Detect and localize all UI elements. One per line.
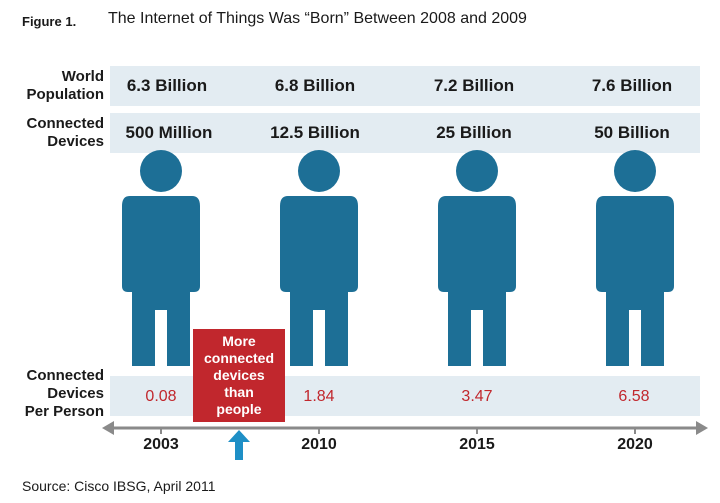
figure-label: Figure 1. <box>22 14 77 29</box>
devices-per-person-label: Connected Devices Per Person <box>24 367 104 420</box>
per-person-2010: 1.84 <box>303 388 335 405</box>
up-arrow-icon <box>228 430 250 460</box>
per-person-2020: 6.58 <box>618 388 650 405</box>
more-devices-than-people-callout: More connected devices than people <box>193 329 285 422</box>
population-2010: 6.8 Billion <box>274 76 356 95</box>
person-icon <box>280 150 358 366</box>
population-band <box>110 66 700 106</box>
year-2020: 2020 <box>617 436 653 453</box>
timeline-arrow <box>102 421 708 435</box>
person-icon <box>596 150 674 366</box>
devices-band <box>110 113 700 153</box>
devices-2010: 12.5 Billion <box>270 123 360 142</box>
population-2003: 6.3 Billion <box>126 76 208 95</box>
year-2015: 2015 <box>459 436 495 453</box>
person-icon <box>438 150 516 366</box>
world-population-label: World Population <box>26 68 105 103</box>
devices-2020: 50 Billion <box>594 123 670 142</box>
connected-devices-label: Connected Devices <box>26 115 104 150</box>
person-icon <box>122 150 200 366</box>
per-person-2015: 3.47 <box>461 388 493 405</box>
per-person-2003: 0.08 <box>145 388 177 405</box>
figure-title: The Internet of Things Was “Born” Betwee… <box>108 10 527 27</box>
population-2015: 7.2 Billion <box>433 76 515 95</box>
population-2020: 7.6 Billion <box>591 76 673 95</box>
devices-2003: 500 Million <box>125 123 213 142</box>
devices-2015: 25 Billion <box>436 123 512 142</box>
year-2010: 2010 <box>301 436 337 453</box>
source-note: Source: Cisco IBSG, April 2011 <box>22 478 216 494</box>
year-2003: 2003 <box>143 436 179 453</box>
